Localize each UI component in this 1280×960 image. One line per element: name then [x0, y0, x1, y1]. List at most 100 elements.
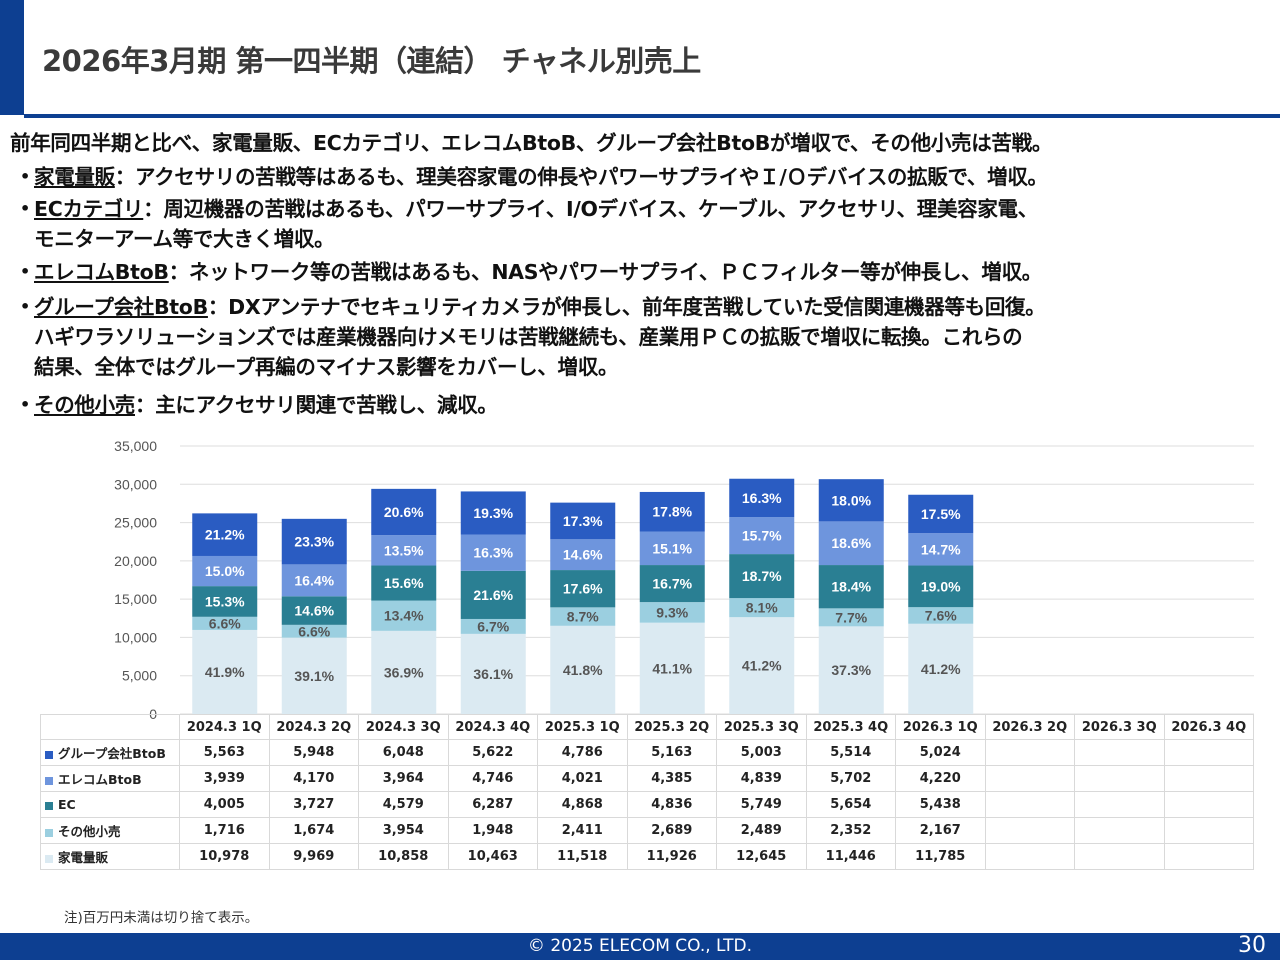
- category-header: 2024.3 1Q: [179, 714, 270, 740]
- series-label: その他小売: [40, 817, 180, 844]
- percentage-label: 36.1%: [473, 666, 513, 682]
- bar-segment: [639, 531, 705, 566]
- bar-segment: [192, 629, 258, 714]
- bullet-text: ：主にアクセサリ関連で苦戦し、減収。: [135, 393, 498, 417]
- bar-segment: [818, 521, 884, 566]
- percentage-label: 36.9%: [384, 664, 424, 680]
- table-value-cell: [1074, 739, 1165, 766]
- category-header: 2024.3 3Q: [358, 714, 449, 740]
- percentage-label: 41.1%: [652, 660, 692, 676]
- table-value-cell: [984, 817, 1075, 844]
- percentage-label: 8.1%: [746, 600, 778, 616]
- table-value-cell: [1163, 843, 1254, 870]
- table-value-cell: 2,167: [895, 817, 986, 844]
- table-value-cell: 12,645: [716, 843, 807, 870]
- table-value-cell: 10,463: [447, 843, 538, 870]
- table-value-cell: [984, 765, 1075, 792]
- bar-segment: [460, 618, 526, 634]
- table-value-cell: 2,489: [716, 817, 807, 844]
- bar-segment: [818, 608, 884, 627]
- table-value-cell: 4,839: [716, 765, 807, 792]
- bar-segment: [550, 539, 616, 571]
- table-value-cell: [1163, 739, 1254, 766]
- title-divider: [24, 114, 1280, 118]
- bar-segment: [908, 623, 974, 714]
- bullet-item: • 家電量販：アクセサリの苦戦等はあるも、理美容家電の伸長やパワーサプライやＩ/…: [16, 162, 1048, 192]
- table-value-cell: [1074, 791, 1165, 818]
- table-value-cell: 5,514: [805, 739, 896, 766]
- bar-segment: [729, 554, 795, 599]
- table-value-cell: 5,622: [447, 739, 538, 766]
- table-value-cell: [1163, 765, 1254, 792]
- table-value-cell: 5,003: [716, 739, 807, 766]
- y-tick-label: 5,000: [122, 668, 157, 684]
- percentage-label: 18.0%: [831, 492, 871, 508]
- bar-segment: [639, 602, 705, 623]
- bar-segment: [371, 630, 437, 714]
- percentage-label: 13.5%: [384, 542, 424, 558]
- bullet-item: • グループ会社BtoB：DXアンテナでセキュリティカメラが伸長し、前年度苦戦し…: [16, 292, 1046, 382]
- data-table: 2024.3 1Q 2024.3 2Q 2024.3 3Q 2024.3 4Q 2025…: [40, 714, 1254, 870]
- bar-segment: [818, 626, 884, 714]
- bar-segment: [729, 478, 795, 518]
- table-row: EC 4,005 3,727 4,579 6,287 4,868 4,836 5,749 5,6…: [40, 791, 1254, 818]
- series-label: エレコムBtoB: [40, 765, 180, 792]
- table-row: その他小売 1,716 1,674 3,954 1,948 2,411 2,689 2,489…: [40, 817, 1254, 844]
- bar-segment: [908, 494, 974, 534]
- bar-segment: [639, 491, 705, 532]
- percentage-label: 18.4%: [831, 579, 871, 595]
- category-header: 2024.3 4Q: [447, 714, 538, 740]
- series-label: グループ会社BtoB: [40, 739, 180, 766]
- table-value-cell: 1,948: [447, 817, 538, 844]
- percentage-label: 41.8%: [563, 662, 603, 678]
- percentage-label: 21.2%: [205, 527, 245, 543]
- legend-swatch: [45, 828, 53, 837]
- legend-swatch: [45, 801, 53, 810]
- table-value-cell: 5,563: [179, 739, 270, 766]
- stacked-bar-chart: 0 5,000 10,000 15,000 20,000 25,000 30,000 35,0…: [114, 438, 1254, 720]
- bar-segment: [639, 622, 705, 714]
- bullet-text: ：ネットワーク等の苦戦はあるも、NASやパワーサプライ、ＰＣフィルター等が伸長し…: [168, 260, 1043, 284]
- legend-swatch: [45, 854, 53, 863]
- bullet-item: • エレコムBtoB：ネットワーク等の苦戦はあるも、NASやパワーサプライ、ＰＣ…: [16, 257, 1042, 287]
- table-value-cell: 1,674: [268, 817, 359, 844]
- bar-segment: [460, 534, 526, 571]
- table-value-cell: 3,954: [358, 817, 449, 844]
- legend-swatch: [45, 750, 53, 759]
- category-header: 2024.3 2Q: [268, 714, 359, 740]
- percentage-label: 17.6%: [563, 581, 603, 597]
- table-value-cell: 11,446: [805, 843, 896, 870]
- table-value-cell: 1,716: [179, 817, 270, 844]
- y-tick-label: 25,000: [114, 515, 157, 531]
- summary-text: 前年同四半期と比べ、家電量販、ECカテゴリ、エレコムBtoB、グループ会社Bto…: [10, 131, 1053, 155]
- percentage-label: 15.6%: [384, 575, 424, 591]
- bar-segment: [192, 586, 258, 617]
- table-value-cell: [1074, 843, 1165, 870]
- y-tick-label: 20,000: [114, 553, 157, 569]
- bar-segment: [818, 479, 884, 522]
- category-header: 2025.3 1Q: [537, 714, 628, 740]
- percentage-label: 16.7%: [652, 576, 692, 592]
- bullet-dot: •: [20, 199, 30, 218]
- table-value-cell: 4,786: [537, 739, 628, 766]
- bullet-item: • ECカテゴリ：周辺機器の苦戦はあるも、パワーサプライ、I/Oデバイス、ケーブ…: [16, 194, 1038, 254]
- category-header: 2026.3 2Q: [984, 714, 1075, 740]
- bar-segment: [729, 617, 795, 714]
- bullet-text: ：アクセサリの苦戦等はあるも、理美容家電の伸長やパワーサプライやＩ/Ｏデバイスの…: [114, 165, 1048, 189]
- percentage-label: 41.9%: [205, 664, 245, 680]
- table-value-cell: 3,964: [358, 765, 449, 792]
- table-value-cell: 4,170: [268, 765, 359, 792]
- table-row: 家電量販 10,978 9,969 10,858 10,463 11,518 11,926 1…: [40, 843, 1254, 870]
- bar-segment: [371, 535, 437, 566]
- footnote: 注)百万円未満は切り捨て表示。: [64, 910, 259, 926]
- table-value-cell: 4,385: [626, 765, 717, 792]
- table-value-cell: 5,438: [895, 791, 986, 818]
- bar-segment: [460, 633, 526, 714]
- table-value-cell: 11,518: [537, 843, 628, 870]
- bullet-label: ECカテゴリ: [34, 197, 144, 221]
- table-value-cell: 3,727: [268, 791, 359, 818]
- percentage-label: 20.6%: [384, 504, 424, 520]
- footer-bar: © 2025 ELECOM CO., LTD. 30: [0, 933, 1280, 960]
- y-tick-label: 15,000: [114, 591, 157, 607]
- table-value-cell: 4,868: [537, 791, 628, 818]
